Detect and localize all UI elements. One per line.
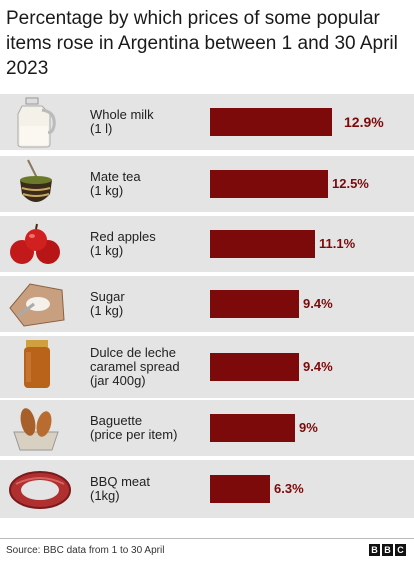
milk-jug-icon — [0, 94, 80, 148]
bar — [210, 290, 299, 318]
bar — [210, 170, 328, 198]
dulce-de-leche-jar-icon — [0, 336, 80, 390]
value-label: 9.4% — [303, 296, 333, 311]
chart-row: Mate tea (1 kg) 12.5% — [0, 156, 414, 212]
category-label-line: Sugar — [90, 289, 125, 304]
chart-title: Percentage by which prices of some popul… — [6, 8, 398, 79]
value-label: 12.5% — [332, 176, 369, 191]
chart-row: Baguette (price per item) 9% — [0, 400, 414, 456]
category-label-line: Whole milk — [90, 107, 154, 122]
category-label-line: BBQ meat — [90, 474, 150, 489]
category-label: Dulce de leche caramel spread (jar 400g) — [90, 346, 208, 388]
category-label-line: Red apples — [90, 229, 156, 244]
chart-row: Sugar (1 kg) 9.4% — [0, 276, 414, 332]
logo-letter-b2: B — [382, 544, 393, 556]
category-label: Red apples (1 kg) — [90, 230, 208, 258]
footer-divider — [0, 538, 414, 539]
category-label-line: (jar 400g) — [90, 373, 146, 388]
chart-row: Dulce de leche caramel spread (jar 400g) 9.… — [0, 336, 414, 398]
chart-row: Whole milk (1 l) 12.9% — [0, 94, 414, 150]
chart-row: BBQ meat (1kg) 6.3% — [0, 460, 414, 518]
category-label-line: Mate tea — [90, 169, 141, 184]
chart-row: Red apples (1 kg) 11.1% — [0, 216, 414, 272]
sugar-bag-icon — [0, 276, 80, 330]
logo-letter-c: C — [395, 544, 406, 556]
bar — [210, 230, 315, 258]
category-label-line: (price per item) — [90, 427, 178, 442]
source-note: Source: BBC data from 1 to 30 April — [6, 545, 165, 556]
category-label-line: (1kg) — [90, 488, 120, 503]
red-apples-icon — [0, 216, 80, 270]
value-label: 9.4% — [303, 359, 333, 374]
category-label-line: (1 kg) — [90, 183, 124, 198]
bar — [210, 475, 270, 503]
category-label: Whole milk (1 l) — [90, 108, 208, 136]
value-label: 12.9% — [344, 114, 384, 130]
category-label: Sugar (1 kg) — [90, 290, 208, 318]
bar — [210, 414, 295, 442]
category-label-line: Dulce de leche — [90, 345, 176, 360]
category-label-line: (1 l) — [90, 121, 113, 136]
category-label-line: (1 kg) — [90, 243, 124, 258]
category-label-line: Baguette — [90, 413, 143, 428]
category-label: Baguette (price per item) — [90, 414, 208, 442]
baguette-basket-icon — [0, 400, 80, 454]
category-label-line: (1 kg) — [90, 303, 124, 318]
category-label: Mate tea (1 kg) — [90, 170, 208, 198]
bbc-logo: B B C — [369, 544, 406, 556]
mate-gourd-icon — [0, 156, 80, 210]
value-label: 11.1% — [319, 236, 356, 251]
category-label-line: caramel spread — [90, 359, 180, 374]
bbq-sausage-icon — [0, 460, 80, 514]
category-label: BBQ meat (1kg) — [90, 475, 208, 503]
bar — [210, 353, 299, 381]
bar — [210, 108, 332, 136]
value-label: 9% — [299, 420, 318, 435]
value-label: 6.3% — [274, 481, 304, 496]
logo-letter-b1: B — [369, 544, 380, 556]
